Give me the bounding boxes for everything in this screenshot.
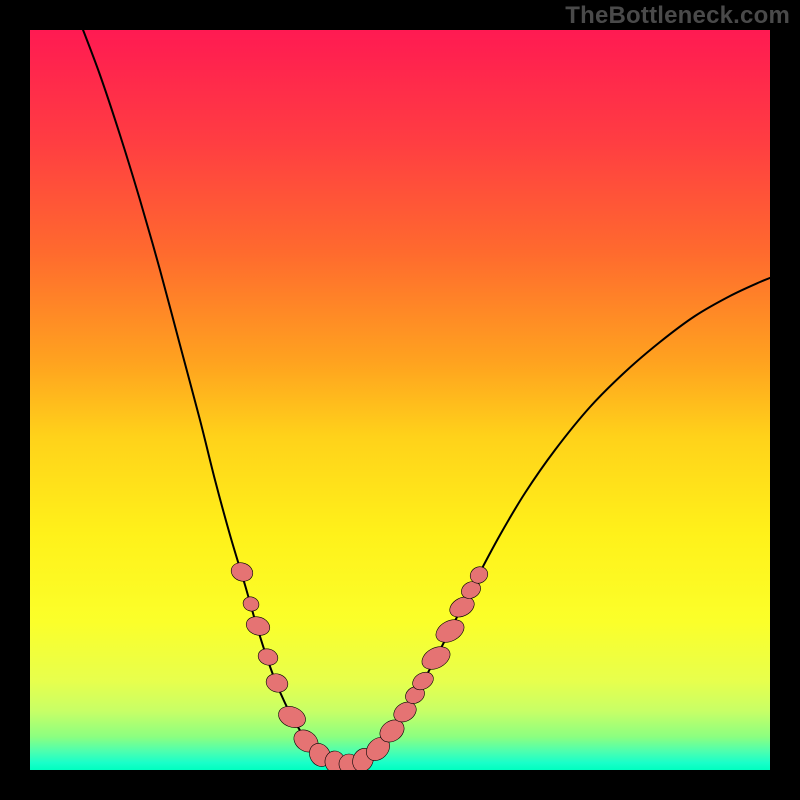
curve-marker (275, 702, 308, 731)
curve-marker (244, 614, 272, 639)
curve-marker (418, 642, 454, 674)
chart-overlay (0, 0, 800, 800)
curve-marker (432, 615, 468, 647)
chart-stage: TheBottleneck.com (0, 0, 800, 800)
curve-marker (241, 595, 261, 614)
curve-marker (229, 560, 256, 584)
curve-marker (256, 646, 280, 667)
curve-marker (264, 671, 290, 695)
